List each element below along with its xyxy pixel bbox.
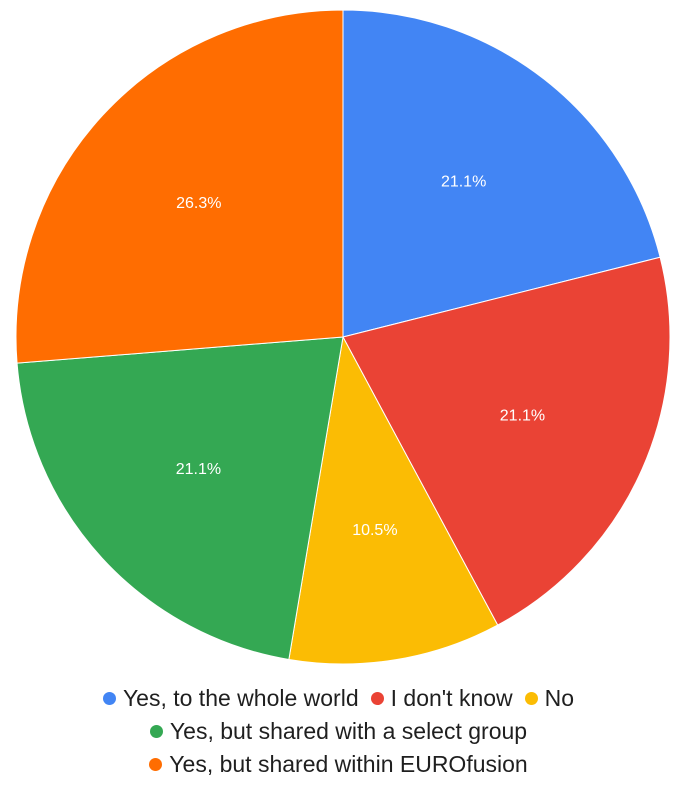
legend-item-whole-world[interactable]: Yes, to the whole world bbox=[102, 682, 359, 715]
legend-item-eurofusion[interactable]: Yes, but shared within EUROfusion bbox=[149, 748, 528, 781]
legend-label: Yes, to the whole world bbox=[122, 685, 359, 711]
slice-label-eurofusion: 26.3% bbox=[176, 195, 221, 212]
pie-slice-labels: 21.1% 21.1% 10.5% 21.1% 26.3% bbox=[176, 173, 545, 538]
legend-label: I don't know bbox=[390, 685, 513, 711]
slice-label-select-group: 21.1% bbox=[176, 461, 221, 478]
legend-row-1: Yes, to the whole world I don't know No bbox=[0, 682, 677, 715]
slice-label-no: 10.5% bbox=[352, 522, 397, 539]
legend-label: Yes, but shared with a select group bbox=[169, 718, 528, 744]
legend-row-3: Yes, but shared within EUROfusion bbox=[0, 748, 677, 781]
legend-item-no[interactable]: No bbox=[524, 682, 575, 715]
legend-item-dont-know[interactable]: I don't know bbox=[370, 682, 513, 715]
legend-marker-icon bbox=[149, 725, 163, 738]
pie-slices bbox=[15, 9, 671, 665]
legend-marker-icon bbox=[149, 758, 163, 771]
pie-slice-select-group[interactable] bbox=[16, 336, 344, 661]
pie-slice-eurofusion[interactable] bbox=[15, 9, 344, 364]
legend-row-2: Yes, but shared with a select group bbox=[0, 715, 677, 748]
slice-label-dont-know: 21.1% bbox=[500, 407, 545, 424]
slice-label-whole-world: 21.1% bbox=[441, 173, 486, 190]
pie-chart: 21.1% 21.1% 10.5% 21.1% 26.3% bbox=[15, 9, 671, 665]
pie-slice-dont-know[interactable] bbox=[342, 256, 671, 626]
chart-legend: Yes, to the whole world I don't know No … bbox=[0, 682, 677, 781]
legend-marker-icon bbox=[370, 692, 384, 705]
legend-item-select-group[interactable]: Yes, but shared with a select group bbox=[149, 715, 528, 748]
pie-slice-whole-world[interactable] bbox=[342, 9, 661, 338]
legend-marker-icon bbox=[102, 692, 116, 705]
legend-marker-icon bbox=[524, 692, 538, 705]
legend-label: No bbox=[544, 685, 575, 711]
pie-slice-no[interactable] bbox=[288, 335, 499, 665]
legend-label: Yes, but shared within EUROfusion bbox=[169, 751, 528, 777]
